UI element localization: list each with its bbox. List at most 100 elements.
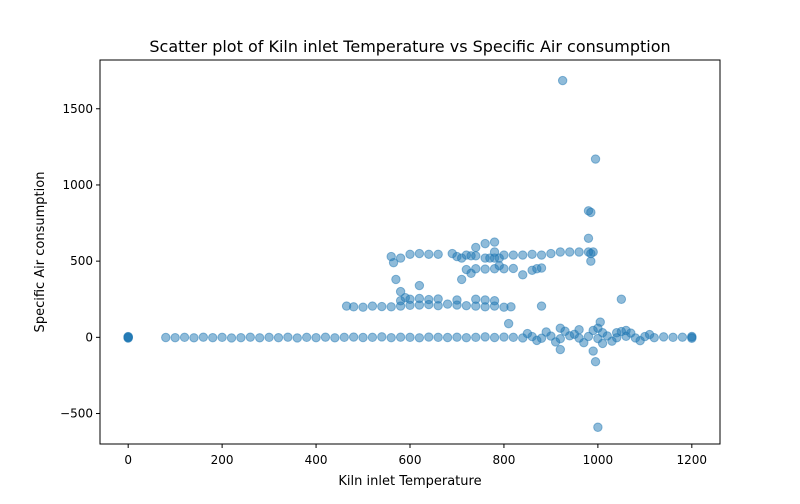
data-point bbox=[433, 294, 443, 304]
data-point bbox=[123, 333, 133, 343]
data-point bbox=[471, 332, 481, 343]
data-point bbox=[471, 242, 481, 253]
data-point bbox=[480, 295, 490, 305]
data-point bbox=[595, 317, 605, 327]
data-point bbox=[586, 256, 596, 266]
data-point bbox=[400, 293, 410, 303]
data-point bbox=[330, 333, 340, 343]
data-point bbox=[590, 154, 601, 164]
data-point bbox=[583, 233, 594, 243]
data-point bbox=[574, 325, 584, 335]
data-point bbox=[668, 332, 678, 343]
data-point bbox=[503, 318, 514, 329]
data-point bbox=[527, 249, 537, 259]
data-point bbox=[414, 248, 425, 259]
data-point bbox=[593, 422, 603, 432]
data-point bbox=[658, 332, 669, 342]
data-point bbox=[311, 332, 321, 343]
data-point bbox=[358, 332, 368, 343]
x-tick-label: 400 bbox=[305, 453, 328, 467]
chart-title: Scatter plot of Kiln inlet Temperature v… bbox=[149, 37, 670, 56]
data-point bbox=[395, 332, 406, 342]
data-point bbox=[471, 251, 481, 261]
data-point bbox=[377, 301, 387, 312]
data-point bbox=[442, 332, 453, 343]
data-point bbox=[208, 332, 218, 343]
data-point bbox=[546, 248, 556, 259]
data-point bbox=[452, 332, 462, 342]
data-point bbox=[489, 237, 500, 247]
data-point bbox=[588, 346, 598, 356]
data-point bbox=[264, 332, 274, 343]
data-point bbox=[536, 263, 547, 273]
data-point bbox=[348, 332, 359, 342]
data-point bbox=[461, 300, 472, 311]
x-tick-label: 1000 bbox=[583, 453, 614, 467]
data-point bbox=[424, 294, 434, 305]
data-point bbox=[480, 238, 490, 249]
y-tick-label: 0 bbox=[85, 330, 93, 344]
data-point bbox=[532, 335, 542, 346]
x-axis-title: Kiln inlet Temperature bbox=[338, 474, 481, 489]
data-point bbox=[597, 338, 608, 349]
x-tick-label: 1200 bbox=[677, 453, 708, 467]
data-point bbox=[574, 247, 584, 257]
data-point bbox=[677, 332, 688, 342]
data-point bbox=[480, 332, 490, 342]
data-point bbox=[292, 333, 302, 343]
data-point bbox=[217, 332, 227, 343]
data-point bbox=[550, 337, 561, 347]
y-tick-label: 1000 bbox=[62, 178, 93, 192]
y-tick-label: 1500 bbox=[62, 102, 93, 116]
data-point bbox=[506, 302, 516, 312]
data-point bbox=[499, 250, 509, 260]
data-point bbox=[414, 293, 425, 304]
data-point bbox=[395, 253, 406, 263]
data-point bbox=[590, 357, 601, 367]
data-point bbox=[621, 325, 631, 336]
data-point bbox=[442, 299, 453, 309]
data-point bbox=[489, 247, 500, 257]
data-point bbox=[179, 332, 190, 343]
data-point bbox=[414, 333, 425, 343]
data-point bbox=[536, 250, 547, 260]
data-point bbox=[579, 337, 589, 348]
data-point bbox=[499, 332, 509, 342]
data-point bbox=[388, 257, 399, 268]
data-point bbox=[508, 263, 519, 274]
data-point bbox=[198, 332, 209, 342]
data-point bbox=[518, 250, 528, 260]
data-point bbox=[424, 249, 434, 259]
x-tick-label: 800 bbox=[492, 453, 515, 467]
data-point bbox=[480, 264, 490, 274]
data-point bbox=[644, 329, 655, 340]
data-point bbox=[541, 327, 551, 337]
data-point bbox=[161, 332, 171, 343]
data-point bbox=[414, 280, 425, 291]
data-point bbox=[607, 336, 617, 346]
data-point bbox=[461, 332, 472, 343]
points-layer bbox=[123, 75, 697, 432]
data-point bbox=[273, 332, 284, 343]
data-point bbox=[557, 75, 568, 86]
x-tick-label: 0 bbox=[124, 453, 132, 467]
data-point bbox=[339, 332, 349, 343]
data-point bbox=[301, 332, 312, 343]
data-point bbox=[635, 335, 645, 346]
data-point bbox=[471, 294, 481, 304]
data-point bbox=[508, 332, 519, 343]
x-tick-label: 200 bbox=[211, 453, 234, 467]
x-tick-label: 600 bbox=[399, 453, 422, 467]
data-point bbox=[489, 332, 500, 343]
data-point bbox=[377, 332, 387, 342]
data-point bbox=[508, 250, 519, 260]
data-point bbox=[611, 328, 622, 338]
data-point bbox=[226, 333, 237, 343]
ticks-layer: 0 200 400 600 800 1000 1200 −500 0 500 1000 1500 bbox=[60, 102, 707, 467]
data-point bbox=[348, 302, 359, 312]
data-point bbox=[395, 286, 406, 297]
data-point bbox=[367, 332, 378, 343]
data-point bbox=[565, 247, 575, 257]
data-point bbox=[386, 302, 396, 312]
